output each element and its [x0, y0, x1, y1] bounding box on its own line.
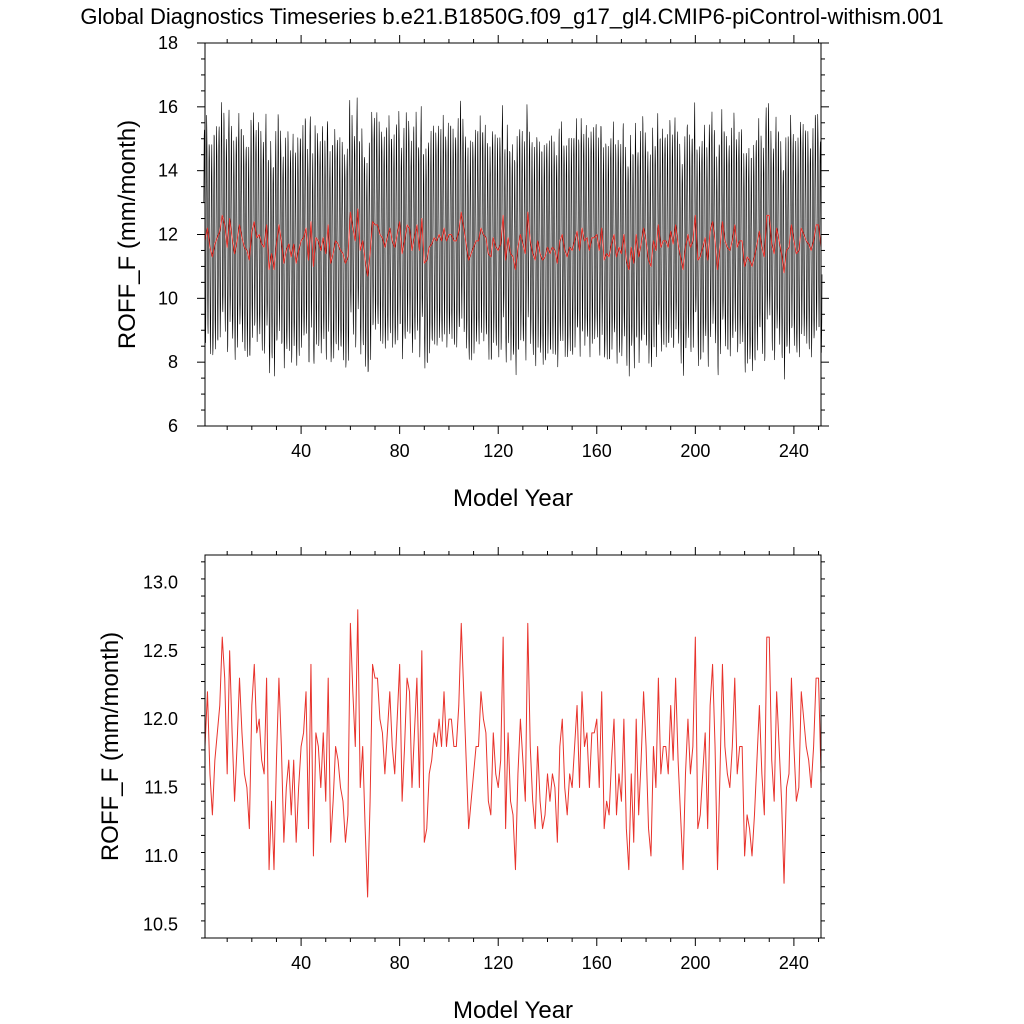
y-tick-label: 13.0	[143, 572, 178, 592]
monthly-series-line	[203, 97, 823, 380]
y-axis-label: ROFF_F (mm/month)	[114, 120, 141, 349]
annual-series-line	[204, 208, 822, 277]
x-tick-label: 120	[483, 441, 513, 461]
y-tick-label: 11.5	[144, 778, 178, 798]
y-tick-label: 14	[158, 161, 178, 181]
y-tick-label: 10	[158, 288, 178, 308]
annual-series-line	[204, 609, 822, 898]
y-tick-label: 12	[158, 225, 178, 245]
x-tick-label: 80	[390, 441, 410, 461]
figure-title: Global Diagnostics Timeseries b.e21.B185…	[80, 4, 943, 29]
x-axis-label: Model Year	[453, 997, 573, 1024]
y-tick-label: 6	[168, 416, 178, 436]
y-tick-label: 8	[168, 352, 178, 372]
x-tick-label: 240	[779, 953, 809, 973]
x-tick-label: 40	[291, 441, 311, 461]
plot-frame	[204, 554, 822, 939]
x-tick-label: 200	[680, 953, 710, 973]
x-tick-label: 80	[390, 953, 410, 973]
bottom-panel: 40 80 120 160 200 240 10.5 11.0 11.5 12.0 12.5 13.0…	[97, 547, 825, 1024]
y-tick-label: 12.5	[143, 641, 178, 661]
x-tick-label: 160	[582, 953, 612, 973]
y-axis-label: ROFF_F (mm/month)	[97, 632, 124, 861]
x-tick-label: 240	[779, 441, 809, 461]
y-tick-label: 10.5	[143, 914, 178, 934]
x-tick-label: 40	[291, 953, 311, 973]
x-axis-label: Model Year	[453, 485, 573, 512]
y-tick-label: 18	[158, 33, 178, 53]
y-tick-label: 16	[158, 97, 178, 117]
x-tick-label: 120	[483, 953, 513, 973]
x-tick-label: 200	[680, 441, 710, 461]
y-tick-label: 12.0	[143, 709, 178, 729]
x-tick-label: 160	[582, 441, 612, 461]
y-tick-label: 11.0	[144, 846, 178, 866]
